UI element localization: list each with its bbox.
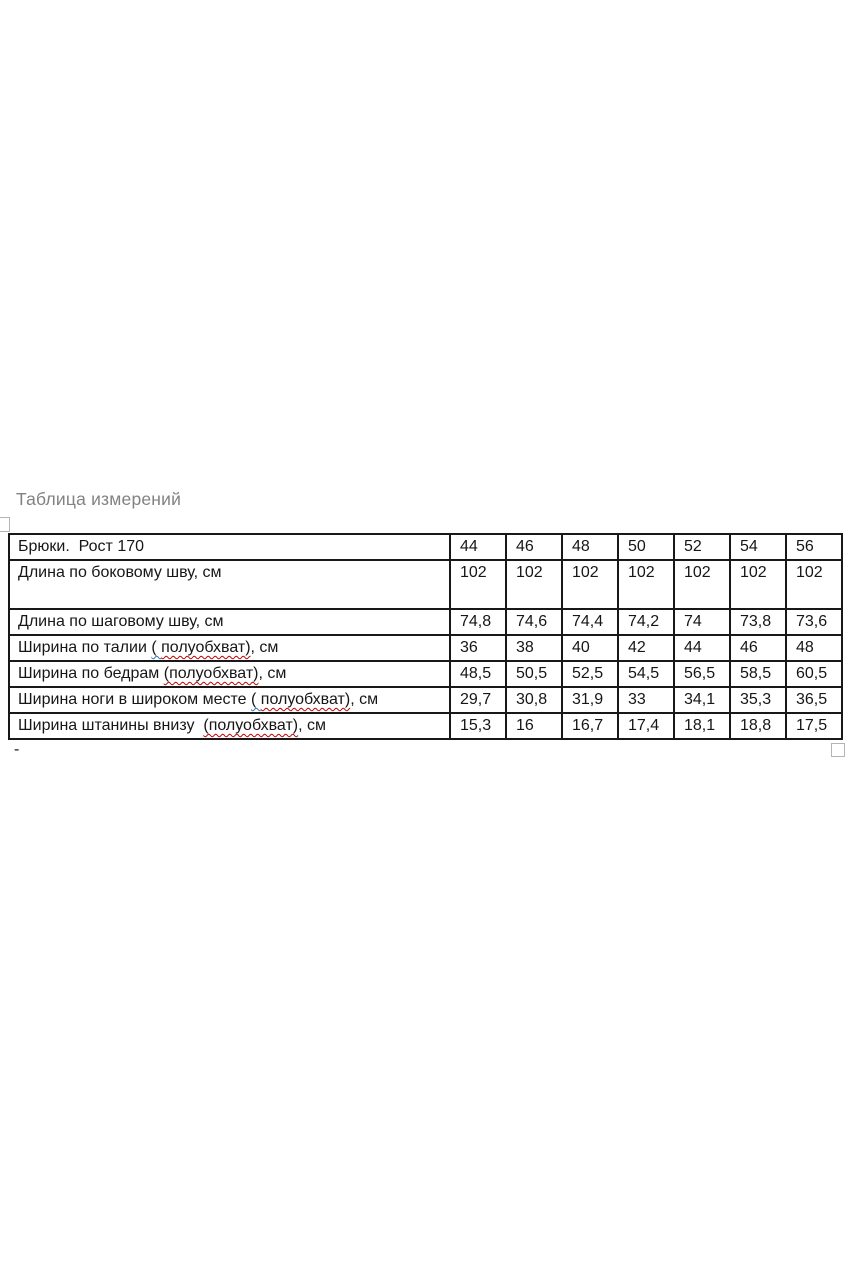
size-value-cell: 74,2 [617,608,675,636]
size-value-cell: 15,3 [449,712,507,740]
trailing-dash: - [14,741,20,758]
size-value-cell: 36 [449,634,507,662]
label-text-red-squiggle: (полуобхват) [203,717,299,734]
size-value-cell: 73,8 [729,608,787,636]
label-text: Брюки. Рост 170 [18,538,145,555]
size-value-cell: 50,5 [505,660,563,688]
size-value-cell: 54 [729,533,787,561]
row-label-cell: Ширина по талии ( полуобхват), см [8,634,451,662]
label-text-red-squiggle: полуобхват) [260,691,351,708]
size-value-cell: 46 [505,533,563,561]
label-text-blue-squiggle: ( [251,691,261,708]
row-label-cell: Длина по боковому шву, см [8,559,451,610]
label-text: Длина по боковому шву, см [18,564,222,581]
size-value-cell: 102 [617,559,675,610]
table-move-handle-icon[interactable] [0,517,10,532]
size-value-cell: 74,4 [561,608,619,636]
size-value-cell: 36,5 [785,686,843,714]
size-value-cell: 35,3 [729,686,787,714]
size-value-cell: 44 [449,533,507,561]
size-value-cell: 40 [561,634,619,662]
label-text: , см [298,717,326,734]
size-value-cell: 56,5 [673,660,731,688]
label-text-blue-squiggle: ( [151,639,162,656]
size-value-cell: 74,6 [505,608,563,636]
size-value-cell: 29,7 [449,686,507,714]
size-value-cell: 58,5 [729,660,787,688]
size-value-cell: 102 [729,559,787,610]
size-value-cell: 46 [729,634,787,662]
table-row: Длина по боковому шву, см 102 102 102 102 102… [8,559,843,610]
size-value-cell: 48,5 [449,660,507,688]
size-value-cell: 54,5 [617,660,675,688]
size-value-cell: 18,1 [673,712,731,740]
table-row: Ширина ноги в широком месте ( полуобхват… [8,686,843,714]
label-text: Ширина по бедрам [18,665,164,682]
label-text: Ширина по талии [18,639,152,656]
size-value-cell: 52 [673,533,731,561]
size-value-cell: 102 [673,559,731,610]
size-value-cell: 31,9 [561,686,619,714]
size-value-cell: 102 [561,559,619,610]
size-value-cell: 30,8 [505,686,563,714]
size-value-cell: 42 [617,634,675,662]
size-value-cell: 18,8 [729,712,787,740]
size-value-cell: 44 [673,634,731,662]
row-label-cell: Длина по шаговому шву, см [8,608,451,636]
size-value-cell: 16,7 [561,712,619,740]
size-value-cell: 102 [449,559,507,610]
row-label-cell: Ширина штанины внизу (полуобхват), см [8,712,451,740]
label-text: , см [258,665,287,682]
label-text-red-squiggle: полуобхват) [161,639,251,656]
label-text: Длина по шаговому шву, см [18,613,224,630]
size-value-cell: 74 [673,608,731,636]
size-value-cell: 73,6 [785,608,843,636]
table-caption: Таблица измерений [16,489,182,509]
size-value-cell: 74,8 [449,608,507,636]
row-label-cell: Ширина по бедрам (полуобхват), см [8,660,451,688]
size-value-cell: 16 [505,712,563,740]
table-row: Ширина по бедрам (полуобхват), см 48,5 50,… [8,660,843,688]
size-value-cell: 17,5 [785,712,843,740]
size-value-cell: 38 [505,634,563,662]
table-resize-handle-icon[interactable] [831,743,845,757]
size-value-cell: 48 [561,533,619,561]
label-text-red-squiggle: (полуобхват) [163,665,259,682]
row-label-cell: Ширина ноги в широком месте ( полуобхват… [8,686,451,714]
table-row: Ширина штанины внизу (полуобхват), см 15,… [8,712,843,740]
size-value-cell: 56 [785,533,843,561]
size-value-cell: 102 [505,559,563,610]
row-label-cell: Брюки. Рост 170 [8,533,451,561]
measurement-table: Брюки. Рост 170 44 46 48 50 52 54 56 Длина по бо… [8,533,843,740]
size-value-cell: 50 [617,533,675,561]
size-value-cell: 48 [785,634,843,662]
label-text: , см [250,639,279,656]
size-value-cell: 34,1 [673,686,731,714]
label-text: Ширина ноги в широком месте [18,691,251,708]
size-value-cell: 60,5 [785,660,843,688]
table-row: Ширина по талии ( полуобхват), см 36 38 40 4… [8,634,843,662]
label-text: , см [350,691,379,708]
table-row: Брюки. Рост 170 44 46 48 50 52 54 56 [8,533,843,561]
label-text: Ширина штанины внизу [18,717,204,734]
size-value-cell: 33 [617,686,675,714]
size-value-cell: 52,5 [561,660,619,688]
table-row: Длина по шаговому шву, см 74,8 74,6 74,4 74,… [8,608,843,636]
size-value-cell: 102 [785,559,843,610]
size-value-cell: 17,4 [617,712,675,740]
